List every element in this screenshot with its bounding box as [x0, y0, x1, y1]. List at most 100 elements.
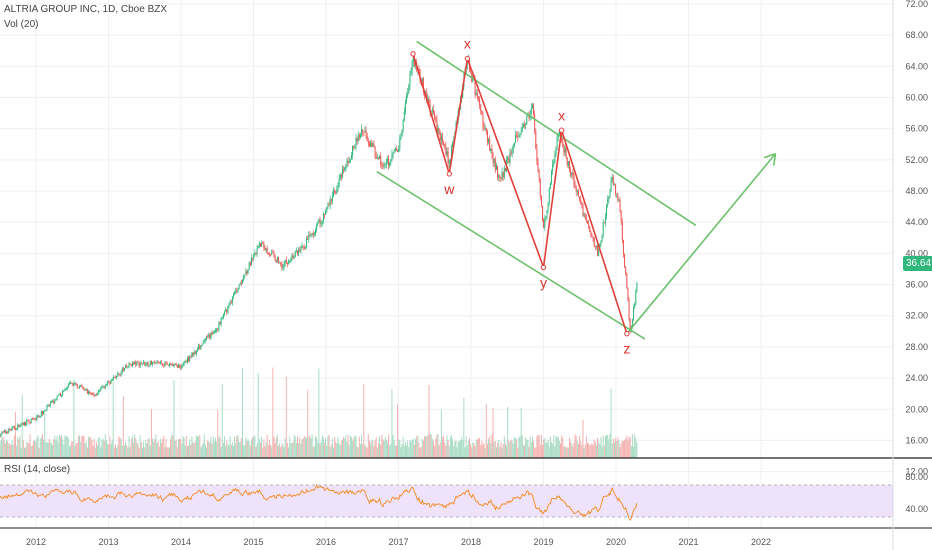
candle-body — [513, 142, 515, 146]
volume-bar — [197, 436, 199, 458]
volume-bar — [176, 447, 178, 458]
candle-body — [250, 257, 252, 266]
volume-bar — [555, 436, 557, 458]
x-tick-label: 2015 — [243, 537, 263, 547]
volume-bar — [466, 445, 468, 458]
candle-body — [518, 136, 520, 138]
volume-bar — [301, 439, 303, 458]
candle-body — [64, 389, 66, 391]
volume-bar — [210, 436, 212, 458]
candle-body — [394, 149, 396, 151]
candle-body — [192, 352, 194, 355]
volume-bar — [318, 368, 320, 458]
rsi-tick-label: 40.00 — [905, 504, 928, 514]
wave-label-w: w — [443, 181, 455, 197]
volume-bar — [158, 446, 160, 458]
candle-body — [25, 422, 27, 425]
volume-bar — [203, 434, 205, 458]
volume-bar — [389, 445, 391, 458]
candle-body — [428, 98, 430, 105]
candle-body — [583, 214, 585, 216]
candle-body — [580, 199, 582, 204]
candle-body — [272, 252, 274, 254]
volume-bar — [538, 434, 540, 458]
candle-body — [561, 137, 563, 142]
candle-body — [399, 138, 401, 149]
volume-bar — [315, 436, 317, 458]
candle-body — [86, 389, 88, 394]
volume-bar — [438, 445, 440, 458]
volume-bar — [81, 435, 83, 458]
candle-body — [479, 98, 481, 106]
volume-bar — [70, 445, 72, 458]
volume-bar — [34, 440, 36, 458]
candle-body — [368, 143, 370, 147]
volume-bar — [511, 440, 513, 458]
volume-bar — [381, 434, 383, 458]
candle-body — [118, 373, 120, 375]
candle-body — [91, 393, 93, 395]
volume-bar — [513, 437, 515, 458]
volume-bar — [170, 439, 172, 458]
candle-body — [273, 252, 275, 256]
volume-bar — [465, 436, 467, 458]
candle-body — [601, 235, 603, 241]
candle-body — [380, 156, 382, 165]
candle-body — [274, 255, 276, 261]
candle-body — [543, 220, 545, 228]
volume-bar — [165, 439, 167, 458]
volume-bar — [567, 447, 569, 458]
candle-body — [181, 365, 183, 369]
candle-body — [224, 311, 225, 315]
volume-bar — [20, 447, 22, 458]
candle-body — [503, 167, 505, 178]
volume-bar — [47, 443, 49, 458]
candle-body — [166, 363, 168, 365]
candle-body — [14, 428, 16, 430]
candle-body — [353, 146, 355, 148]
candle-body — [350, 155, 352, 160]
volume-bar — [255, 446, 257, 458]
volume-bar — [104, 434, 106, 458]
volume-bar — [310, 438, 312, 458]
candle-body — [188, 357, 190, 362]
volume-bar — [56, 435, 58, 458]
candle-body — [346, 160, 348, 166]
candle-body — [76, 384, 78, 388]
volume-bar — [450, 434, 452, 458]
candle-body — [600, 240, 602, 244]
volume-bar — [453, 445, 455, 458]
volume-bar — [429, 434, 431, 458]
wave-point — [540, 264, 547, 271]
candle-body — [516, 135, 518, 137]
volume-bar — [491, 434, 493, 458]
candle-body — [172, 363, 174, 367]
candle-body — [531, 104, 533, 109]
volume-bar — [630, 446, 632, 458]
candle-body — [374, 146, 376, 156]
volume-bar — [461, 437, 463, 458]
candle-body — [609, 190, 611, 197]
candle-body — [329, 198, 331, 206]
candle-body — [617, 193, 619, 200]
candle-body — [372, 143, 374, 147]
volume-bar — [519, 436, 521, 458]
symbol-title: ALTRIA GROUP INC, 1D, Cboe BZX — [4, 4, 168, 15]
candle-body — [335, 191, 337, 194]
candle-body — [200, 346, 202, 349]
volume-bar — [477, 438, 479, 458]
candle-body — [265, 248, 267, 251]
volume-bar — [80, 442, 82, 458]
candle-body — [536, 148, 538, 162]
candle-body — [322, 214, 324, 222]
volume-bar — [390, 443, 392, 458]
candle-body — [352, 146, 354, 156]
candle-body — [134, 362, 136, 364]
volume-bar — [319, 443, 321, 458]
candle-body — [355, 138, 357, 147]
volume-bar — [440, 409, 442, 458]
volume-bar — [231, 442, 233, 458]
candle-body — [446, 151, 448, 155]
candle-body — [281, 263, 283, 269]
